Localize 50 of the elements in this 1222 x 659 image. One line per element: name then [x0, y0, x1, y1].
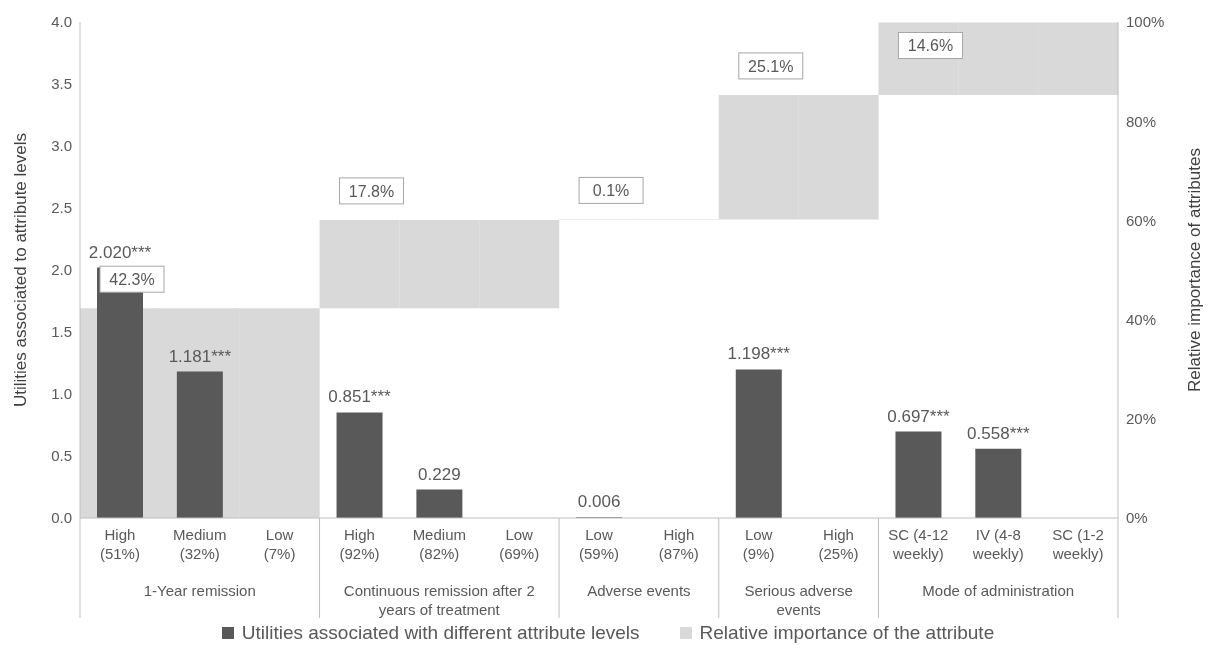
data-label: 2.020***	[88, 242, 152, 262]
data-label: 0.697***	[887, 406, 951, 426]
data-label: 1.181***	[168, 346, 232, 366]
y-tick-label: 0.5	[51, 447, 72, 465]
y-tick-label: 2.0	[51, 261, 72, 279]
data-label: 0.558***	[967, 423, 1030, 443]
data-label: 0.006	[577, 492, 621, 512]
y-axis-title: Utilities associated to attribute levels	[11, 132, 31, 408]
x-tick-label: SC (1-2 weekly)	[1051, 526, 1104, 562]
text: Serious adverse events	[744, 582, 853, 618]
data-label: 0.229	[418, 464, 461, 484]
y-tick-label: 0.0	[51, 509, 72, 527]
y2-axis-title: Relative importance of attributes	[1185, 148, 1205, 392]
x-tick-label: High (87%)	[658, 526, 699, 562]
legend-label: Utilities associated with different attribute levels	[241, 622, 640, 644]
text: Continuous remission after 2 years of treatment	[343, 582, 535, 618]
x-tick-label: High (51%)	[99, 526, 140, 562]
legend-label: Relative importance of the attribute	[699, 622, 995, 644]
data-label: 14.6%	[907, 37, 954, 55]
text: Mode of administration	[922, 582, 1075, 599]
y-tick-label: 4.0	[51, 13, 72, 31]
text: 1-Year remission	[143, 582, 256, 599]
x-tick-label: Medium (32%)	[173, 526, 227, 562]
data-label: 0.1%	[592, 182, 630, 200]
y2-tick-label: 60%	[1126, 211, 1157, 229]
data-label: 42.3%	[109, 271, 155, 289]
y2-tick-label: 80%	[1126, 112, 1157, 130]
data-label: 0.851***	[328, 387, 392, 407]
y-tick-label: 3.0	[51, 137, 72, 155]
x-tick-label: High (92%)	[339, 526, 380, 562]
x-tick-label: SC (4-12 weekly)	[888, 526, 949, 562]
x-tick-label: Low (7%)	[263, 526, 296, 562]
data-label: 1.198***	[727, 344, 791, 364]
y2-tick-label: 100%	[1126, 13, 1165, 31]
x-tick-label: Low (59%)	[578, 526, 620, 562]
y-tick-label: 2.5	[51, 199, 72, 217]
x-tick-label: High (25%)	[818, 526, 859, 562]
y2-tick-label: 20%	[1126, 410, 1157, 428]
y2-tick-label: 0%	[1126, 509, 1148, 527]
data-label: 25.1%	[748, 57, 794, 75]
y-tick-label: 3.5	[51, 75, 72, 93]
y2-tick-label: 40%	[1126, 310, 1157, 328]
text: Adverse events	[587, 582, 691, 599]
x-tick-label: Low (9%)	[742, 526, 775, 562]
y-tick-label: 1.5	[51, 323, 72, 341]
y-tick-label: 1.0	[51, 385, 72, 403]
x-tick-label: IV (4-8 weekly)	[971, 526, 1024, 562]
x-tick-label: Low (69%)	[499, 526, 540, 562]
x-tick-label: Medium (82%)	[412, 526, 466, 562]
data-label: 17.8%	[348, 182, 395, 200]
